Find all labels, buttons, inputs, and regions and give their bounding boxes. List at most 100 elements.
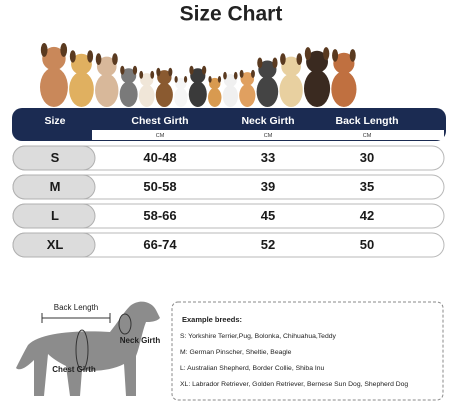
header-cell: Back Length: [335, 115, 398, 127]
breeds-box: [171, 301, 444, 401]
size-cell: M: [50, 179, 61, 194]
dog-body: [331, 71, 357, 107]
cell: 39: [261, 179, 275, 194]
unit-label: CM: [264, 133, 273, 139]
dog-body: [95, 73, 119, 107]
cell: 30: [360, 150, 374, 165]
breeds-title: Example breeds:: [182, 315, 242, 324]
cell: 45: [261, 208, 275, 223]
dog-head: [306, 50, 329, 73]
dog-ear: [139, 70, 144, 79]
dog-body: [208, 87, 222, 107]
dog-head: [240, 72, 255, 86]
cell: 42: [360, 208, 374, 223]
size-pill: [12, 174, 96, 200]
dog-ear: [239, 69, 244, 78]
dog-ear: [323, 47, 330, 61]
chest-girth-loop: [75, 329, 89, 371]
breeds-list: S: Yorkshire Terrier,Pug, Bolonka, Chihu…: [180, 333, 408, 388]
cell: 52: [261, 237, 275, 252]
cell: 40-48: [143, 150, 176, 165]
dog-ear: [95, 53, 102, 66]
dog-ear: [208, 76, 212, 83]
header-cell: Neck Girth: [241, 115, 294, 127]
dog-head: [333, 52, 355, 74]
dog-body: [279, 73, 303, 107]
dog-head: [96, 56, 117, 77]
table: Size Chest Girth Neck Girth Back Length CM CM…: [12, 115, 445, 258]
neck-girth-label: Neck Girth: [120, 336, 161, 345]
unit-label: CM: [156, 133, 165, 139]
size-cell: L: [51, 208, 59, 223]
neck-girth-loop: [118, 313, 132, 335]
dog-ear: [233, 71, 238, 80]
dog-ear: [201, 65, 207, 75]
dog-body: [119, 81, 138, 107]
dog-head: [190, 68, 206, 84]
dog-body: [256, 76, 279, 107]
title: Size Chart: [180, 3, 283, 26]
cell: 33: [261, 150, 275, 165]
dog-ear: [304, 47, 312, 61]
unit-label: CM: [363, 133, 372, 139]
dog-ear: [189, 65, 194, 75]
dog-body: [155, 82, 173, 107]
dog-ear: [251, 69, 255, 78]
cell: 35: [360, 179, 374, 194]
dog-ear: [156, 67, 161, 77]
dog-ear: [112, 53, 118, 66]
dog-ear: [60, 42, 68, 57]
dog-ear: [257, 57, 263, 69]
size-pill: [12, 145, 96, 171]
dog-ear: [223, 71, 227, 80]
dog-ear: [150, 70, 155, 79]
dog-ear: [168, 67, 173, 77]
dog-head: [121, 68, 137, 84]
dog-head: [281, 56, 301, 77]
back-length-label: Back Length: [54, 303, 98, 312]
dog-ear: [296, 53, 303, 66]
dog-ear: [120, 65, 125, 75]
header-cell: Size: [44, 115, 65, 127]
dog-head: [157, 70, 172, 85]
dog-ear: [69, 50, 76, 63]
dog-head: [140, 73, 154, 87]
header-cell: Chest Girth: [131, 115, 188, 127]
dog-body: [138, 84, 155, 108]
cell: 50: [360, 237, 374, 252]
dog-ear: [349, 49, 356, 62]
breed-line: S: Yorkshire Terrier,Pug, Bolonka, Chihu…: [180, 333, 337, 340]
dog-ear: [272, 57, 278, 69]
cell: 58-66: [143, 208, 176, 223]
size-pill: [12, 203, 96, 229]
dog-ear: [183, 76, 188, 83]
cell: 66-74: [143, 237, 177, 252]
unit-strip: [92, 130, 444, 140]
dog-body: [188, 81, 207, 107]
dog-ear: [280, 53, 286, 66]
dog-ear: [87, 50, 94, 63]
dog-ear: [174, 76, 178, 83]
dog-head: [175, 77, 187, 90]
dog-body: [174, 87, 188, 107]
dog-body: [222, 85, 239, 108]
dog-body: [304, 69, 331, 107]
dog-ear: [332, 49, 339, 62]
dog-head: [71, 53, 92, 75]
dog-body: [239, 83, 256, 108]
breed-line: XL: Labrador Retriever, Golden Retriever…: [180, 381, 408, 388]
dog-ear: [132, 65, 138, 75]
size-cell: S: [51, 150, 60, 165]
chest-girth-label: Chest Girth: [52, 365, 96, 374]
breed-line: M: German Pinscher, Sheltie, Beagle: [180, 349, 292, 356]
dog-body: [69, 71, 94, 107]
dog-head: [209, 77, 221, 90]
breed-line: L: Australian Shepherd, Border Collie, S…: [180, 365, 325, 372]
dog-head: [258, 60, 277, 79]
dog-ear: [40, 42, 48, 57]
dog-illustrations: [40, 42, 357, 108]
size-pill: [12, 232, 96, 258]
dog-head: [223, 74, 237, 87]
